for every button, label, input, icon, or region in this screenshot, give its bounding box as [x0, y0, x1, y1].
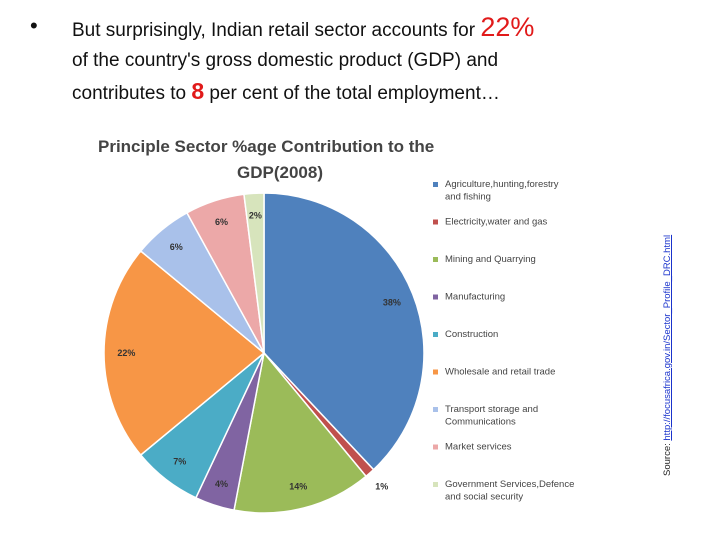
- pie-data-labels: 38% 1% 14% 4% 7% 22% 6% 6% 2%: [117, 211, 401, 492]
- legend-label-construction: Construction: [445, 329, 498, 340]
- data-label-construction: 7%: [173, 457, 186, 467]
- legend-swatch-mining-and-quarrying: [433, 257, 438, 262]
- pie-slice-agriculture-hunting-forestry-and-fishing: [263, 192, 425, 471]
- chart-title-line-1: Principle Sector %age Contribution to th…: [98, 137, 434, 156]
- legend-label-market-services: Market services: [445, 442, 512, 453]
- pie-slice-mining-and-quarrying: [233, 351, 368, 514]
- highlight-22-percent: 22%: [480, 12, 535, 42]
- source-link[interactable]: http://focusafrica.gov.in/Sector_Profile…: [662, 234, 673, 441]
- chart-frame: Principle Sector %age Contribution to th…: [90, 128, 626, 536]
- data-label-agriculture-hunting-forestry-and-fishing: 38%: [383, 297, 401, 307]
- bullet-line-2: of the country's gross domestic product …: [72, 50, 499, 71]
- legend-swatch-agriculture-hunting-forestry-and-fishing: [433, 182, 438, 187]
- data-label-government-services-defence-and-social-security: 2%: [249, 211, 262, 221]
- legend-label-wholesale-and-retail-trade: Wholesale and retail trade: [445, 367, 555, 378]
- data-label-market-services: 6%: [215, 217, 228, 227]
- legend-swatch-construction: [433, 332, 438, 337]
- pie-chart: Principle Sector %age Contribution to th…: [98, 137, 574, 514]
- legend-swatch-wholesale-and-retail-trade: [433, 369, 438, 375]
- highlight-8: 8: [191, 78, 205, 104]
- legend-label-mining-and-quarrying: Mining and Quarrying: [445, 254, 536, 265]
- bullet-marker: •: [30, 13, 38, 38]
- data-label-electricity-water-and-gas: 1%: [375, 482, 388, 492]
- bullet-text: But surprisingly, Indian retail sector a…: [72, 12, 672, 109]
- legend-label-agriculture-hunting-forestry-and-fishing: Agriculture,hunting,forestry and fishing: [445, 179, 559, 203]
- legend-label-transport-storage-and-communications: Transport storage and Communications: [445, 404, 538, 428]
- chart-legend: Agriculture,hunting,forestry and fishing E…: [433, 179, 574, 503]
- bullet-line-3-post: per cent of the total employment…: [204, 83, 500, 104]
- bullet-line-1-text: But surprisingly, Indian retail sector a…: [72, 20, 481, 41]
- legend-swatch-market-services: [433, 444, 438, 450]
- legend-swatch-transport-storage-and-communications: [433, 407, 438, 412]
- pie-slices: [103, 192, 425, 514]
- legend-swatch-government-services-defence-and-social-security: [433, 482, 438, 487]
- data-label-transport-storage-and-communications: 6%: [170, 242, 183, 252]
- pie-slice-wholesale-and-retail-trade: [103, 249, 266, 457]
- bullet-line-3: contributes to 8 per cent of the total e…: [72, 76, 672, 109]
- chart-title-line-2: GDP(2008): [237, 163, 323, 182]
- source-label: Source:: [662, 440, 673, 476]
- bullet-line-1: But surprisingly, Indian retail sector a…: [72, 12, 672, 46]
- pie-slice-government-services-defence-and-social-security: [243, 192, 265, 354]
- legend-swatch-electricity-water-and-gas: [433, 219, 438, 225]
- data-label-wholesale-and-retail-trade: 22%: [117, 348, 135, 358]
- legend-label-government-services-defence-and-social-security: Government Services,Defence and social se…: [445, 479, 574, 503]
- data-label-manufacturing: 4%: [215, 479, 228, 489]
- legend-label-manufacturing: Manufacturing: [445, 292, 505, 303]
- legend-label-electricity-water-and-gas: Electricity,water and gas: [445, 217, 548, 228]
- source-note: Source: http://focusafrica.gov.in/Sector…: [662, 206, 678, 476]
- legend-swatch-manufacturing: [433, 294, 438, 300]
- data-label-mining-and-quarrying: 14%: [289, 481, 307, 491]
- bullet-line-3-pre: contributes to: [72, 83, 192, 104]
